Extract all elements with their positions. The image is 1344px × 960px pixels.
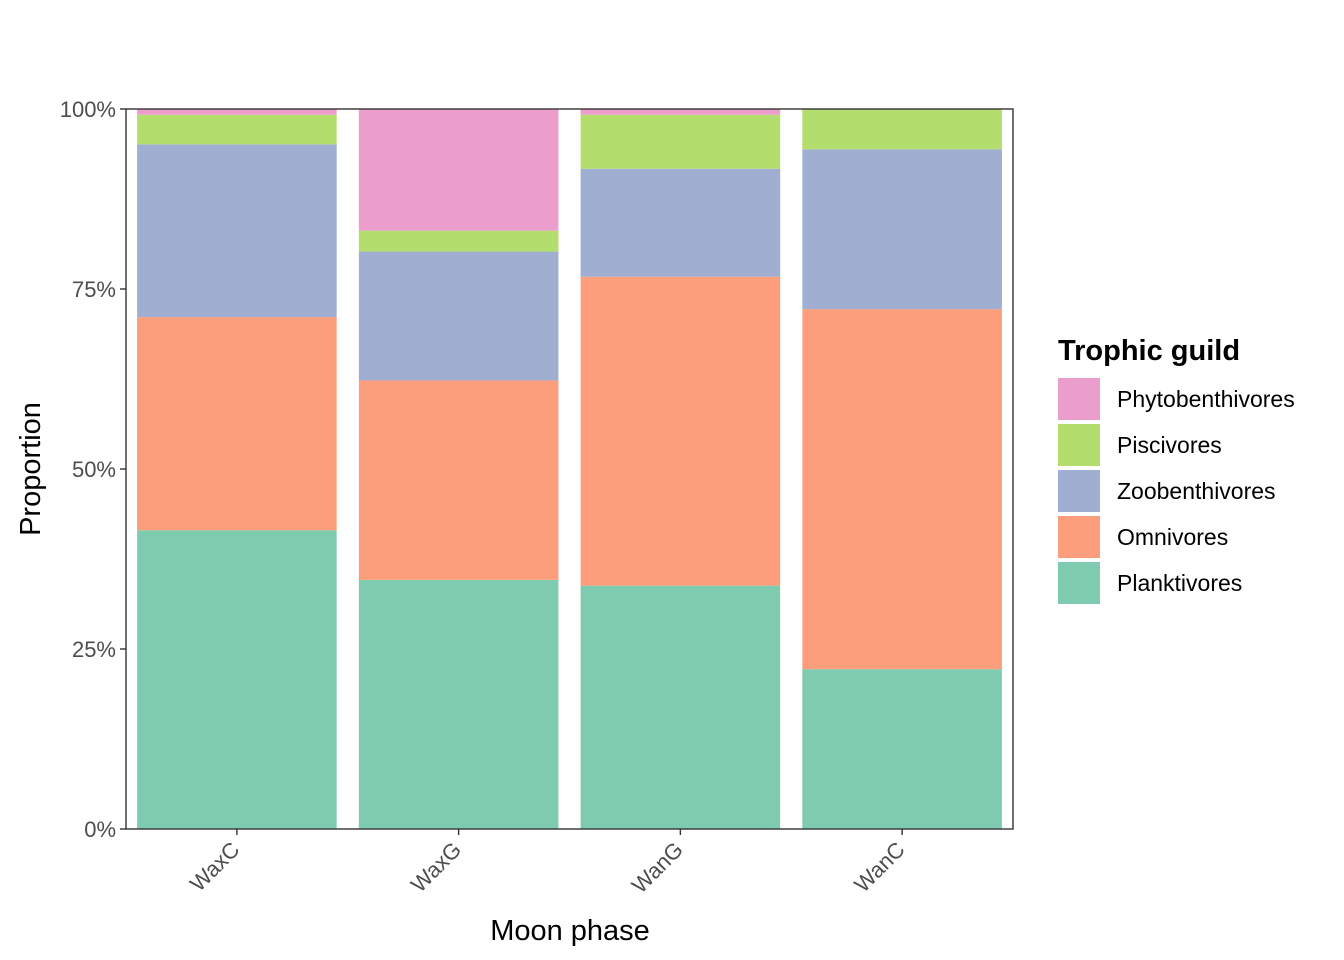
bar-segment-omnivores-waxg [358,380,559,580]
x-tick-label: WanG [627,837,688,898]
x-axis-title: Moon phase [490,915,650,947]
legend-label-omnivores: Omnivores [1117,524,1228,550]
y-tick-label: 100% [60,97,116,122]
bar-segment-omnivores-wanc [802,309,1002,670]
legend-label-planktivores: Planktivores [1117,570,1242,596]
legend-key-piscivores [1058,424,1100,466]
legend: Trophic guild Phytobenthivores Piscivores… [1058,335,1295,604]
bar-segment-planktivores-wanc [802,669,1002,829]
bar-segment-zoobenthivores-waxg [358,251,559,381]
y-axis-title: Proportion [15,402,47,536]
x-tick-label: WaxC [185,837,245,897]
legend-label-zoobenthivores: Zoobenthivores [1117,478,1276,504]
bars-layer [137,109,1002,829]
bar-segment-omnivores-wang [580,276,781,586]
x-axis: WaxC WaxG WanG WanC [185,829,910,898]
bar-segment-planktivores-waxc [137,530,337,829]
bar-segment-omnivores-waxc [137,317,337,531]
legend-title: Trophic guild [1058,335,1240,367]
y-tick-label: 0% [84,817,116,842]
bar-segment-phytobenthivores-waxg [358,109,559,231]
bar-segment-planktivores-wang [580,585,781,829]
bar-segment-zoobenthivores-wang [580,168,781,277]
legend-key-zoobenthivores [1058,470,1100,512]
legend-label-phytobenthivores: Phytobenthivores [1117,386,1295,412]
bar-segment-piscivores-waxc [137,114,337,145]
legend-key-phytobenthivores [1058,378,1100,420]
x-tick-label: WaxG [406,837,466,897]
bar-segment-phytobenthivores-waxc [137,109,337,115]
y-axis: 0% 25% 50% 75% 100% [60,97,126,842]
bar-segment-piscivores-wang [580,114,781,169]
y-tick-label: 25% [72,637,116,662]
bar-segment-phytobenthivores-wang [580,109,781,115]
bar-segment-piscivores-waxg [358,230,559,252]
legend-label-piscivores: Piscivores [1117,432,1222,458]
y-tick-label: 50% [72,457,116,482]
bar-segment-zoobenthivores-waxc [137,144,337,318]
legend-key-omnivores [1058,516,1100,558]
bar-segment-planktivores-waxg [358,579,559,829]
bar-segment-piscivores-wanc [802,109,1002,150]
x-tick-label: WanC [849,837,909,897]
y-tick-label: 75% [72,277,116,302]
legend-key-planktivores [1058,562,1100,604]
bar-segment-zoobenthivores-wanc [802,149,1002,310]
